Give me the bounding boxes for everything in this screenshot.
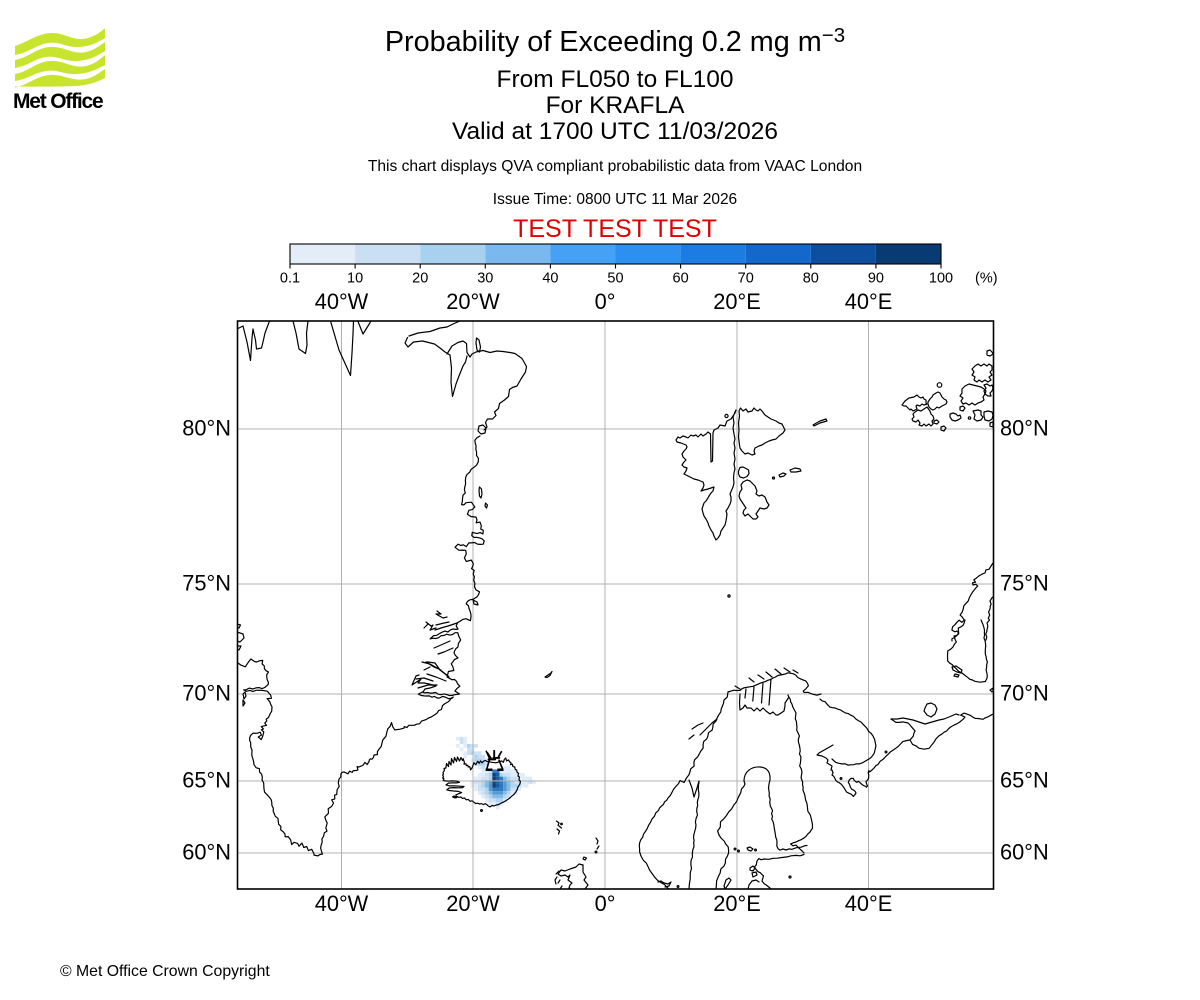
svg-text:60°N: 60°N — [1000, 840, 1049, 865]
svg-text:0°: 0° — [595, 891, 616, 916]
svg-text:20°E: 20°E — [713, 289, 761, 314]
svg-text:30: 30 — [477, 271, 493, 287]
svg-text:60: 60 — [673, 271, 689, 287]
svg-text:Valid at 1700 UTC 11/03/2026: Valid at 1700 UTC 11/03/2026 — [452, 118, 778, 145]
svg-text:40°E: 40°E — [845, 891, 893, 916]
svg-text:TEST TEST TEST: TEST TEST TEST — [513, 215, 717, 243]
svg-text:0.1: 0.1 — [280, 271, 300, 287]
svg-text:50: 50 — [607, 271, 623, 287]
svg-text:40°W: 40°W — [315, 289, 369, 314]
svg-text:60°N: 60°N — [182, 840, 231, 865]
svg-text:0°: 0° — [595, 289, 616, 314]
svg-text:20°W: 20°W — [446, 891, 500, 916]
svg-text:Probability of Exceeding 0.2 m: Probability of Exceeding 0.2 mg m−3 — [385, 24, 845, 58]
svg-text:20°W: 20°W — [446, 289, 500, 314]
svg-text:90: 90 — [868, 271, 884, 287]
svg-text:70°N: 70°N — [1000, 681, 1049, 706]
svg-text:40°W: 40°W — [315, 891, 369, 916]
svg-text:20°E: 20°E — [713, 891, 761, 916]
svg-text:80: 80 — [803, 271, 819, 287]
svg-text:Issue Time: 0800 UTC 11 Mar 20: Issue Time: 0800 UTC 11 Mar 2026 — [493, 191, 737, 208]
svg-text:Met Office: Met Office — [13, 90, 103, 113]
svg-text:75°N: 75°N — [182, 571, 231, 596]
svg-text:65°N: 65°N — [1000, 768, 1049, 793]
svg-text:For KRAFLA: For KRAFLA — [546, 92, 686, 119]
svg-text:70: 70 — [738, 271, 754, 287]
svg-text:© Met Office Crown Copyright: © Met Office Crown Copyright — [60, 963, 270, 980]
svg-text:From FL050 to FL100: From FL050 to FL100 — [497, 66, 734, 93]
svg-text:80°N: 80°N — [1000, 416, 1049, 441]
svg-text:20: 20 — [412, 271, 428, 287]
svg-text:75°N: 75°N — [1000, 571, 1049, 596]
svg-text:100: 100 — [929, 271, 953, 287]
svg-text:40: 40 — [542, 271, 558, 287]
svg-text:This chart displays QVA compli: This chart displays QVA compliant probab… — [368, 158, 862, 175]
svg-text:10: 10 — [347, 271, 363, 287]
svg-text:70°N: 70°N — [182, 681, 231, 706]
svg-text:65°N: 65°N — [182, 768, 231, 793]
svg-text:80°N: 80°N — [182, 416, 231, 441]
svg-text:(%): (%) — [975, 271, 998, 287]
svg-text:40°E: 40°E — [845, 289, 893, 314]
